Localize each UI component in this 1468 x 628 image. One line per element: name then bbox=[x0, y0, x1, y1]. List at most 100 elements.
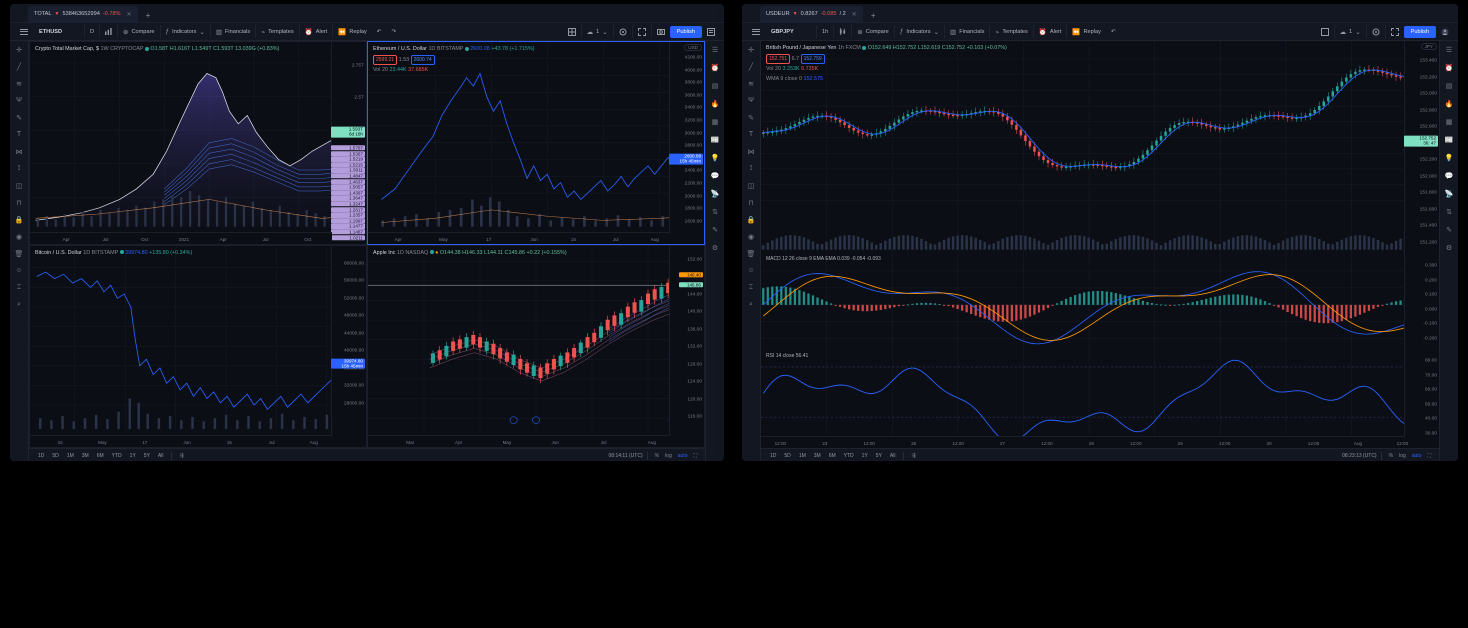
prediction-icon[interactable]: ⟟ bbox=[749, 164, 753, 172]
timeframe-5y[interactable]: 5Y bbox=[143, 453, 150, 459]
timeframe-all[interactable]: All bbox=[889, 453, 896, 459]
price-axis-crypto-total[interactable]: 2.75T 2.5T 2.25T 2T 1.75T 1.593T 6d 16h … bbox=[331, 42, 366, 244]
emoji-icon[interactable]: ☺ bbox=[747, 267, 755, 274]
compare-button[interactable]: ⊕ Compare bbox=[118, 25, 161, 38]
chart-type-icon[interactable] bbox=[100, 25, 119, 38]
emoji-icon[interactable]: ☺ bbox=[15, 267, 23, 274]
timeframe-1d[interactable]: 1D bbox=[38, 453, 45, 459]
chart-pane-ethereum[interactable]: Ethereum / U.S. Dollar 1D BITSTAMP 2600.… bbox=[367, 41, 705, 245]
chart-pane-gbpjpy[interactable]: British Pound / Japanese Yen 1h FXCM O15… bbox=[761, 41, 1439, 255]
magnet-icon[interactable]: ⊓ bbox=[16, 199, 22, 207]
price-axis-apple[interactable]: 152.00 148.00 144.00 140.00 136.00 132.00 128.… bbox=[669, 245, 704, 447]
interval-button[interactable]: D bbox=[85, 25, 101, 38]
user-avatar[interactable] bbox=[1436, 25, 1454, 38]
auto-scale-button[interactable]: auto bbox=[1411, 453, 1422, 459]
time-axis-bitcoin[interactable]: 15 May 17 Jun 15 Jul Aug bbox=[30, 435, 332, 447]
templates-button[interactable]: ⌁ Templates bbox=[256, 25, 300, 38]
alerts-icon[interactable]: ⏰ bbox=[1444, 64, 1454, 72]
trend-line-icon[interactable]: ╱ bbox=[16, 63, 22, 71]
eye-icon[interactable]: ◉ bbox=[15, 233, 23, 241]
chart-pane-bitcoin[interactable]: Bitcoin / U.S. Dollar 1D BITSTAMP 39974.… bbox=[29, 244, 367, 448]
chevron-down-icon[interactable]: ⌄ bbox=[1355, 28, 1361, 36]
crosshair-icon[interactable]: ✛ bbox=[16, 46, 22, 54]
timeframe-5d[interactable]: 5D bbox=[52, 453, 59, 459]
financials-button[interactable]: ▥ Financials bbox=[945, 25, 991, 38]
price-axis-ethereum[interactable]: USD 4200.00 4000.00 3800.00 3600.00 3400.00 3… bbox=[669, 42, 704, 244]
stream-icon[interactable]: 📡 bbox=[1444, 190, 1454, 198]
trend-line-icon[interactable]: ╱ bbox=[748, 63, 754, 71]
trash-icon[interactable]: 🗑 bbox=[14, 250, 24, 258]
price-axis-macd[interactable]: 0.300 0.200 0.100 0.000 -0.100 -0.200 bbox=[1404, 254, 1439, 352]
orderflow-icon[interactable]: ⇅ bbox=[1446, 208, 1452, 216]
adjustment-icon[interactable]: ⇶ bbox=[179, 453, 184, 459]
prediction-icon[interactable]: ⟟ bbox=[17, 164, 21, 172]
time-axis-gbpjpy[interactable]: 12:00 23 12:00 26 12:00 27 12:00 28 12:00 29 12:00… bbox=[761, 436, 1408, 448]
hotlist-icon[interactable]: 🔥 bbox=[1444, 100, 1454, 108]
watchlist-icon[interactable]: ☰ bbox=[1445, 46, 1453, 54]
fit-screen-icon[interactable]: ⛶ bbox=[693, 453, 697, 459]
notes-icon[interactable]: ✎ bbox=[712, 226, 718, 234]
text-tool-icon[interactable]: T bbox=[748, 131, 754, 138]
close-icon[interactable]: ✕ bbox=[126, 11, 132, 18]
close-icon[interactable]: ✕ bbox=[851, 11, 857, 18]
fullscreen-icon[interactable] bbox=[1386, 25, 1404, 38]
auto-scale-button[interactable]: auto bbox=[677, 453, 688, 459]
pitchfork-icon[interactable]: Ψ bbox=[16, 97, 22, 104]
timeframe-3m[interactable]: 3M bbox=[81, 453, 89, 459]
chat-icon[interactable]: 💬 bbox=[1444, 172, 1454, 180]
snapshot-camera-icon[interactable] bbox=[652, 25, 670, 38]
cloud-save-button[interactable]: ☁ 1 ⌄ bbox=[1335, 25, 1367, 38]
hotlist-icon[interactable]: 🔥 bbox=[710, 100, 720, 108]
indicator-pane-rsi[interactable]: RSI 14 close 56.41 bbox=[761, 351, 1439, 448]
side-panel-icon[interactable] bbox=[702, 25, 720, 38]
indicators-button[interactable]: ƒ Indicators ⌄ bbox=[161, 25, 211, 38]
trash-icon[interactable]: 🗑 bbox=[746, 250, 756, 258]
data-window-icon[interactable]: ▤ bbox=[711, 82, 719, 90]
time-axis-ethereum[interactable]: Apr May 17 Jun 15 Jul Aug bbox=[368, 231, 670, 244]
lock-icon[interactable]: 🔒 bbox=[746, 216, 756, 224]
currency-unit[interactable]: USD bbox=[684, 44, 702, 51]
timeframe-ytd[interactable]: YTD bbox=[843, 453, 854, 459]
currency-unit[interactable]: JPY bbox=[1420, 43, 1437, 50]
ideas-icon[interactable]: 💡 bbox=[710, 154, 720, 162]
new-tab-button[interactable]: + bbox=[145, 11, 151, 20]
chevron-down-icon[interactable]: ⌄ bbox=[933, 28, 940, 36]
brush-icon[interactable]: ✎ bbox=[748, 114, 754, 122]
symbol-search-button[interactable]: ETHUSD bbox=[34, 25, 85, 38]
watchlist-icon[interactable]: ☰ bbox=[711, 46, 719, 54]
replay-button[interactable]: ⏪ Replay bbox=[1072, 28, 1101, 36]
undo-button[interactable]: ↶ bbox=[376, 28, 382, 35]
ideas-icon[interactable]: 💡 bbox=[1444, 154, 1454, 162]
timeframe-6m[interactable]: 6M bbox=[828, 453, 836, 459]
symbol-search-button[interactable]: GBPJPY bbox=[766, 25, 817, 38]
financials-button[interactable]: ▥ Financials bbox=[211, 25, 257, 38]
timeframe-3m[interactable]: 3M bbox=[813, 453, 821, 459]
timeframe-5y[interactable]: 5Y bbox=[875, 453, 882, 459]
alerts-icon[interactable]: ⏰ bbox=[710, 64, 720, 72]
timeframe-1d[interactable]: 1D bbox=[770, 453, 777, 459]
replay-button[interactable]: ⏪ Replay bbox=[338, 28, 367, 36]
calendar-icon[interactable]: ▦ bbox=[711, 118, 719, 126]
settings-gear-icon[interactable] bbox=[1367, 25, 1386, 38]
indicators-button[interactable]: ƒ Indicators ⌄ bbox=[895, 25, 946, 38]
tab-total[interactable]: TOTAL ▼ 538463652994 -0.78% ✕ bbox=[28, 6, 138, 22]
alert-button[interactable]: ⏰ Alert bbox=[1034, 25, 1068, 38]
cloud-save-button[interactable]: ☁ 1 ⌄ bbox=[582, 25, 614, 38]
pattern-icon[interactable]: ⋈ bbox=[747, 148, 755, 156]
fib-retracement-icon[interactable]: ≋ bbox=[748, 80, 754, 88]
timeframe-1y[interactable]: 1Y bbox=[861, 453, 868, 459]
crosshair-icon[interactable]: ✛ bbox=[748, 46, 754, 54]
news-icon[interactable]: 📰 bbox=[710, 136, 720, 144]
ruler-icon[interactable]: ◫ bbox=[747, 182, 755, 190]
alert-button[interactable]: ⏰ Alert bbox=[300, 25, 334, 38]
chart-pane-crypto-total[interactable]: Crypto Total Market Cap, $ 1W CRYPTOCAP … bbox=[29, 41, 367, 245]
compare-button[interactable]: ⊕ Compare bbox=[852, 25, 895, 38]
ruler-icon[interactable]: ◫ bbox=[15, 182, 23, 190]
indicator-pane-macd[interactable]: MACD 12 26 close 9 EMA EMA 0.039 -0.054 … bbox=[761, 254, 1439, 352]
chart-pane-apple[interactable]: Apple Inc 1D NASDAQ ● O144.38 H146.33 L1… bbox=[367, 244, 705, 448]
timeframe-all[interactable]: All bbox=[157, 453, 164, 459]
templates-button[interactable]: ⌁ Templates bbox=[990, 25, 1034, 38]
time-axis-crypto-total[interactable]: Apr Jul Oct 2021 Apr Jul Oct bbox=[30, 231, 332, 244]
magnet-icon[interactable]: ⊓ bbox=[748, 199, 754, 207]
chat-icon[interactable]: 💬 bbox=[710, 172, 720, 180]
